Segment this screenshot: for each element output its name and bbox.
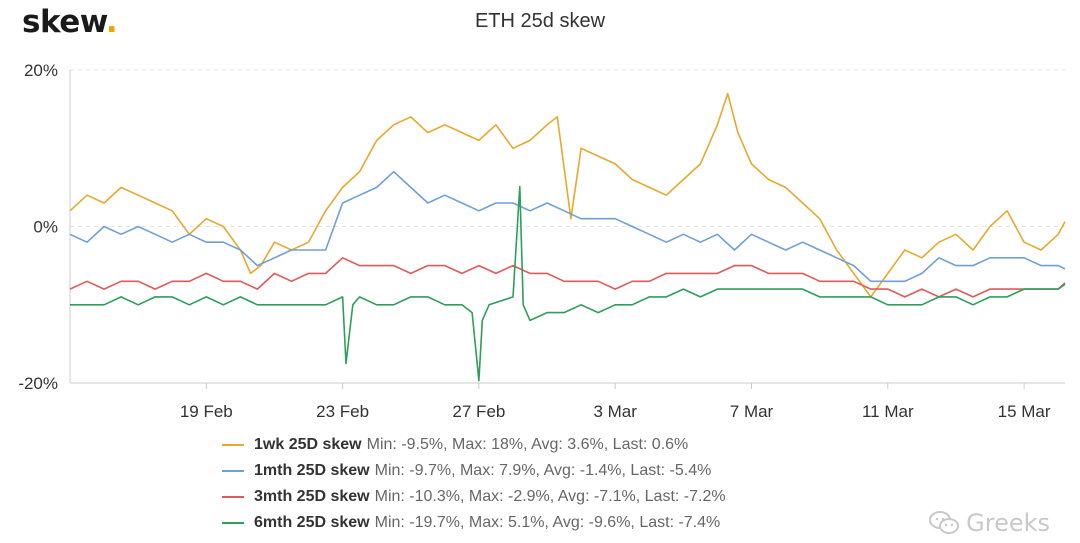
legend-series-name: 1mth 25D skew <box>254 462 370 479</box>
legend-series-name: 6mth 25D skew <box>254 514 370 531</box>
series-line-1mth <box>69 170 1066 283</box>
logo-dot: . <box>105 4 118 40</box>
series-line-6mth <box>70 185 1066 382</box>
legend-series-stats: Min: -10.3%, Max: -2.9%, Avg: -7.1%, Las… <box>374 488 726 505</box>
wechat-icon <box>929 511 960 534</box>
x-tick-label: 23 Feb <box>316 402 369 421</box>
legend-swatch <box>222 522 244 524</box>
legend-item[interactable]: 1mth 25D skew Min: -9.7%, Max: 7.9%, Avg:… <box>222 458 726 484</box>
legend-item[interactable]: 3mth 25D skew Min: -10.3%, Max: -2.9%, Av… <box>222 484 726 510</box>
y-tick-label: 0% <box>33 218 58 237</box>
legend-item[interactable]: 1wk 25D skew Min: -9.5%, Max: 18%, Avg: 3… <box>222 432 726 458</box>
legend-item[interactable]: 6mth 25D skew Min: -19.7%, Max: 5.1%, Avg… <box>222 510 726 536</box>
legend-series-name: 3mth 25D skew <box>254 488 370 505</box>
y-tick-label: 20% <box>24 61 58 80</box>
x-tick-label: 7 Mar <box>730 402 774 421</box>
watermark: Greeks <box>928 509 1050 537</box>
line-chart: 20% 0% -20% 19 Feb 23 Feb 27 Feb 3 Mar 7 Mar 11 … <box>18 61 1066 421</box>
x-tick-label: 11 Mar <box>862 402 914 421</box>
skew-logo: skew. <box>22 4 118 40</box>
logo-text: skew <box>22 4 106 40</box>
y-tick-label: -20% <box>18 374 58 393</box>
series-line-1wk <box>69 92 1066 298</box>
series-line-3mth <box>69 256 1066 298</box>
legend-series-name: 1wk 25D skew <box>254 436 362 453</box>
x-tick-label: 27 Feb <box>452 402 505 421</box>
legend-swatch <box>222 496 244 498</box>
x-tick-label: 19 Feb <box>180 402 233 421</box>
legend-swatch <box>222 470 244 472</box>
legend-series-stats: Min: -19.7%, Max: 5.1%, Avg: -9.6%, Last… <box>374 514 721 531</box>
chart-title: ETH 25d skew <box>474 10 606 32</box>
legend-series-stats: Min: -9.5%, Max: 18%, Avg: 3.6%, Last: 0… <box>366 436 689 453</box>
chart-legend: 1wk 25D skew Min: -9.5%, Max: 18%, Avg: 3… <box>222 432 726 536</box>
x-tick-label: 3 Mar <box>593 402 637 421</box>
x-tick-label: 15 Mar <box>998 402 1051 421</box>
watermark-text: Greeks <box>966 509 1050 537</box>
legend-series-stats: Min: -9.7%, Max: 7.9%, Avg: -1.4%, Last:… <box>374 462 712 479</box>
legend-swatch <box>222 444 244 446</box>
